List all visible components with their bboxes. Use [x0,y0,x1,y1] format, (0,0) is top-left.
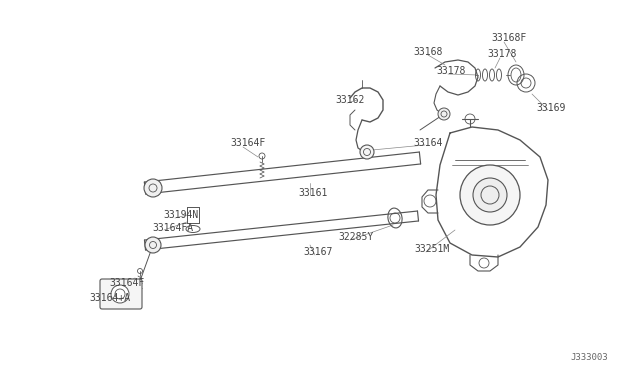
Text: 33168: 33168 [413,47,442,57]
Text: 33178: 33178 [436,66,465,76]
Text: J333003: J333003 [570,353,607,362]
Text: 33164: 33164 [413,138,442,148]
Text: 33161: 33161 [298,188,328,198]
Circle shape [145,237,161,253]
Circle shape [144,179,162,197]
Circle shape [473,178,507,212]
Text: 33164FA: 33164FA [152,223,193,233]
Text: 32285Y: 32285Y [338,232,373,242]
Text: 33164F: 33164F [109,278,144,288]
Circle shape [460,165,520,225]
Text: 33251M: 33251M [414,244,449,254]
Text: 33164+A: 33164+A [89,293,130,303]
Text: 33178: 33178 [487,49,516,59]
Text: 33194N: 33194N [163,210,198,220]
Text: 33168F: 33168F [491,33,526,43]
Text: 33169: 33169 [536,103,565,113]
Text: 33162: 33162 [335,95,364,105]
Text: 33164F: 33164F [230,138,265,148]
Circle shape [438,108,450,120]
Circle shape [360,145,374,159]
FancyBboxPatch shape [100,279,142,309]
Circle shape [111,285,129,303]
Text: 33167: 33167 [303,247,332,257]
